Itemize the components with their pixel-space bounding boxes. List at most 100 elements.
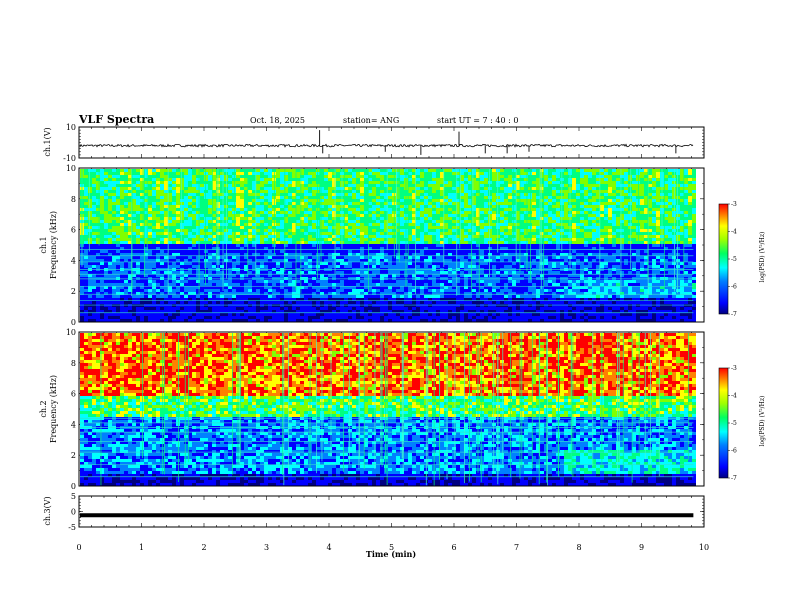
ch1-spectrogram-cell — [332, 238, 336, 241]
ch1-spectrogram-cell — [376, 289, 380, 292]
ch1-spectrogram-cell — [344, 316, 348, 319]
ch1-spectrogram-cell — [236, 169, 240, 172]
ch1-spectrogram-cell — [100, 184, 104, 187]
ch1-spectrogram-cell — [440, 301, 444, 304]
ch1-spectrogram-cell — [140, 253, 144, 256]
ch1-spectrogram-cell — [316, 250, 320, 253]
ch1-spectrogram-cell — [304, 178, 308, 181]
ch1-spectrogram-cell — [92, 232, 96, 235]
ch1-spectrogram-cell — [224, 208, 228, 211]
ch1-spectrogram-cell — [180, 202, 184, 205]
ch1-spectrogram-cell — [228, 202, 232, 205]
ch1-spectrogram-cell — [172, 187, 176, 190]
ch1-spectrogram-cell — [420, 262, 424, 265]
ch1-spectrogram-cell — [124, 220, 128, 223]
ch1-spectrogram-cell — [148, 190, 152, 193]
ch1-spectrogram-cell — [244, 211, 248, 214]
ch1-spectrogram-cell — [364, 250, 368, 253]
ch1-spectrogram-cell — [380, 208, 384, 211]
ch1-spectrogram-cell — [236, 202, 240, 205]
ch1-spectrogram-cell — [396, 307, 400, 310]
ch1-spectrogram-cell — [196, 238, 200, 241]
ch1-spectrogram-cell — [420, 253, 424, 256]
ch1-spectrogram-cell — [232, 238, 236, 241]
ch1-spectrogram-cell — [132, 238, 136, 241]
ch1-spectrogram-cell — [124, 181, 128, 184]
ch1-spectrogram-cell — [364, 238, 368, 241]
ch1-spectrogram-cell — [396, 298, 400, 301]
ch1-spectrogram-cell — [256, 226, 260, 229]
ch1-spectrogram-cell — [192, 226, 196, 229]
ch1-spectrogram-cell — [308, 283, 312, 286]
ch1-spectrogram-cell — [120, 250, 124, 253]
ch1-spectrogram-cell — [96, 247, 100, 250]
ch1-spectrogram-cell — [416, 244, 420, 247]
ch1-spectrogram-cell — [292, 271, 296, 274]
ch1-spectrogram-cell — [304, 313, 308, 316]
ch1-spectrogram-cell — [384, 253, 388, 256]
ch1-spectrogram-cell — [120, 304, 124, 307]
ch1-spectrogram-cell — [368, 202, 372, 205]
ch1-spectrogram-cell — [256, 241, 260, 244]
ch1-spectrogram-cell — [224, 220, 228, 223]
ch1-spectrogram-cell — [128, 307, 132, 310]
ch1-spectrogram-cell — [188, 184, 192, 187]
ch1-spectrogram-cell — [416, 259, 420, 262]
ch1-spectrogram-cell — [256, 277, 260, 280]
ch1-spectrogram-cell — [380, 241, 384, 244]
ch1-spectrogram-cell — [180, 172, 184, 175]
ch1-spectrogram-cell — [196, 181, 200, 184]
ch1-spectrogram-cell — [212, 190, 216, 193]
ch1-spectrogram-cell — [124, 169, 128, 172]
ch1-spectrogram-cell — [300, 286, 304, 289]
ch1-spectrogram-cell — [136, 301, 140, 304]
ch1-spectrogram-cell — [404, 307, 408, 310]
ch1-spectrogram-cell — [352, 277, 356, 280]
ch1-spectrogram-cell — [176, 235, 180, 238]
ch1-spectrogram-cell — [232, 172, 236, 175]
ch1-spectrogram-cell — [168, 217, 172, 220]
ch1-spectrogram-cell — [364, 208, 368, 211]
ch1-spectrogram-cell — [236, 262, 240, 265]
ch1-spectrogram-cell — [416, 274, 420, 277]
ch1-spectrogram-cell — [176, 262, 180, 265]
ch1-spectrogram-cell — [296, 232, 300, 235]
ch1-spectrogram-cell — [240, 262, 244, 265]
ch1-spectrogram-cell — [192, 280, 196, 283]
ch1-spectrogram-cell — [244, 316, 248, 319]
ch1-spectrogram-cell — [220, 229, 224, 232]
ch1-spectrogram-cell — [168, 319, 172, 322]
ch1-spectrogram-cell — [84, 265, 88, 268]
ch1-spectrogram-cell — [244, 220, 248, 223]
ch1-spectrogram-cell — [148, 217, 152, 220]
ch1-spectrogram-cell — [344, 217, 348, 220]
ch1-spectrogram-cell — [128, 274, 132, 277]
ch1-spectrogram-cell — [100, 196, 104, 199]
ch1-spectrogram-cell — [120, 232, 124, 235]
ch1-spectrogram-cell — [124, 211, 128, 214]
ch1-spectrogram-cell — [156, 184, 160, 187]
ch1-spectrogram-cell — [208, 310, 212, 313]
ch1-spectrogram-cell — [152, 202, 156, 205]
ch1-spectrogram-cell — [284, 259, 288, 262]
ch1-spectrogram-cell — [180, 313, 184, 316]
ch1-spectrogram-cell — [168, 235, 172, 238]
ch1-spectrogram-cell — [444, 244, 448, 247]
ch1-spectrogram-cell — [320, 277, 324, 280]
ch1-spectrogram-cell — [420, 289, 424, 292]
ch1-waveform-panel: 10-10 — [63, 123, 705, 163]
ch1-spectrogram-cell — [188, 316, 192, 319]
ch1-spectrogram-cell — [400, 256, 404, 259]
ch1-spectrogram-cell — [380, 253, 384, 256]
ch1-spectrogram-cell — [196, 307, 200, 310]
ch1-spectrogram-cell — [424, 271, 428, 274]
ch1-spectrogram-cell — [188, 274, 192, 277]
ch1-spectrogram-cell — [340, 298, 344, 301]
ch1-spectrogram-cell — [196, 289, 200, 292]
ch1-spectrogram-cell — [168, 298, 172, 301]
ch1-spectrogram-cell — [180, 178, 184, 181]
ch1-spectrogram-cell — [408, 202, 412, 205]
ch1-spectrogram-cell — [324, 238, 328, 241]
ch1-spectrogram-cell — [268, 277, 272, 280]
ch1-spectrogram-cell — [260, 169, 264, 172]
